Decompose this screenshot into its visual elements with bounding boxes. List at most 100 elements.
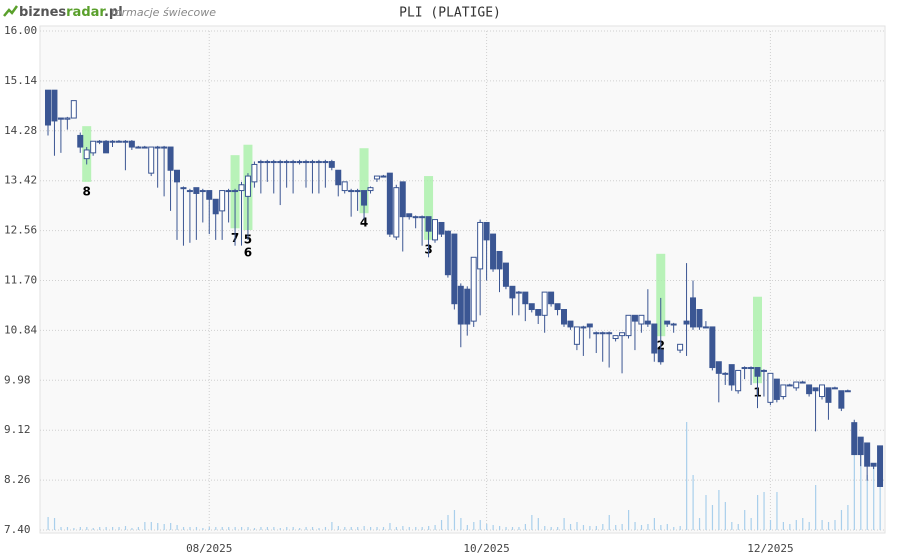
volume-bar [524, 524, 526, 530]
candle-body [83, 149, 90, 160]
candle-body [690, 297, 696, 328]
candle-body [651, 323, 658, 354]
candle-body [573, 326, 580, 345]
pattern-label: 8 [83, 184, 91, 198]
candle-body [825, 387, 832, 403]
volume-bar [357, 527, 359, 530]
candle-body [683, 320, 690, 325]
x-tick-label: 12/2025 [747, 542, 793, 555]
y-tick-label: 10.84 [4, 323, 37, 336]
candle-body [148, 146, 155, 174]
candle-body [541, 291, 548, 316]
candle-body [232, 190, 239, 193]
volume-bar [802, 518, 804, 530]
volume-bar [769, 520, 772, 530]
candle-body [522, 291, 529, 305]
volume-bar [653, 518, 655, 530]
candle-body [509, 285, 516, 299]
candle-body [657, 349, 664, 363]
candle-body [380, 175, 387, 178]
candle-body [354, 190, 361, 193]
candle-body [483, 221, 490, 241]
candle-body [180, 187, 187, 190]
candle-body [457, 285, 464, 325]
volume-bar [408, 527, 410, 530]
candle-body [515, 291, 522, 294]
volume-bar [582, 525, 585, 530]
volume-bar [73, 528, 75, 530]
candle-body [432, 219, 438, 241]
x-tick-label: 10/2025 [463, 542, 509, 555]
candle-body [625, 314, 632, 337]
candle-body [715, 361, 722, 374]
y-tick-label: 13.42 [4, 174, 37, 187]
logo-part: radar [66, 5, 106, 20]
volume-bar [247, 527, 249, 530]
candle-body [341, 181, 348, 192]
candle-body [154, 146, 161, 149]
volume-bar [866, 475, 868, 530]
volume-bar [144, 522, 146, 530]
volume-bar [382, 527, 385, 530]
candle-body [161, 146, 168, 149]
candle-body [606, 332, 613, 335]
volume-bar [266, 527, 268, 530]
candle-body [580, 326, 587, 329]
volume-bar [686, 422, 688, 530]
volume-bar [776, 492, 778, 530]
candle-body [244, 175, 251, 197]
volume-bar [344, 527, 346, 530]
pattern-box [753, 296, 762, 384]
volume-bar [124, 526, 127, 530]
subtitle: formacje świecowe [111, 6, 216, 19]
volume-bar [834, 520, 836, 530]
volume-bar [131, 528, 133, 530]
volume-bar [389, 523, 391, 530]
volume-bar [750, 518, 752, 530]
logo-text: biznesradar.pl [19, 5, 123, 20]
candle-body [186, 190, 193, 193]
logo[interactable]: biznesradar.pl [3, 5, 123, 20]
candle-body [64, 117, 71, 120]
volume-bar [795, 520, 797, 530]
volume-bar [299, 528, 301, 530]
candle-body [174, 169, 180, 183]
candle-body [831, 387, 838, 390]
volume-bar [60, 527, 62, 530]
volume-bar [215, 527, 217, 530]
candle-body [748, 367, 755, 370]
candle-body [535, 309, 542, 316]
y-tick-label: 8.26 [4, 473, 31, 486]
candle-body [399, 181, 406, 218]
y-tick-label: 7.40 [4, 523, 31, 536]
volume-bar [860, 455, 862, 530]
candle-body [322, 161, 329, 164]
y-tick-label: 11.70 [4, 274, 37, 287]
volume-bar [434, 525, 436, 530]
candle-body [373, 175, 380, 180]
candle-body [444, 230, 451, 276]
volume-bar [563, 518, 565, 530]
volume-bar [705, 495, 707, 530]
candle-body [812, 387, 819, 392]
volume-bar [447, 515, 449, 530]
candle-body [754, 367, 761, 377]
volume-bar [479, 520, 481, 530]
volume-bar [873, 465, 875, 530]
candle-body [599, 332, 606, 335]
volume-bar [176, 525, 178, 530]
pattern-label: 6 [244, 246, 252, 260]
candle-body [844, 390, 851, 393]
candle-body [45, 89, 51, 126]
volume-bar [763, 492, 765, 530]
volume-bar [679, 526, 681, 530]
volume-bar [118, 527, 120, 530]
volume-bar [453, 510, 456, 530]
candle-body [741, 367, 748, 370]
volume-bar [576, 522, 578, 530]
candle-body [644, 320, 651, 325]
volume-bar [466, 525, 468, 530]
candle-body [702, 326, 709, 329]
volume-bar [737, 524, 739, 530]
candle-body [57, 117, 64, 120]
